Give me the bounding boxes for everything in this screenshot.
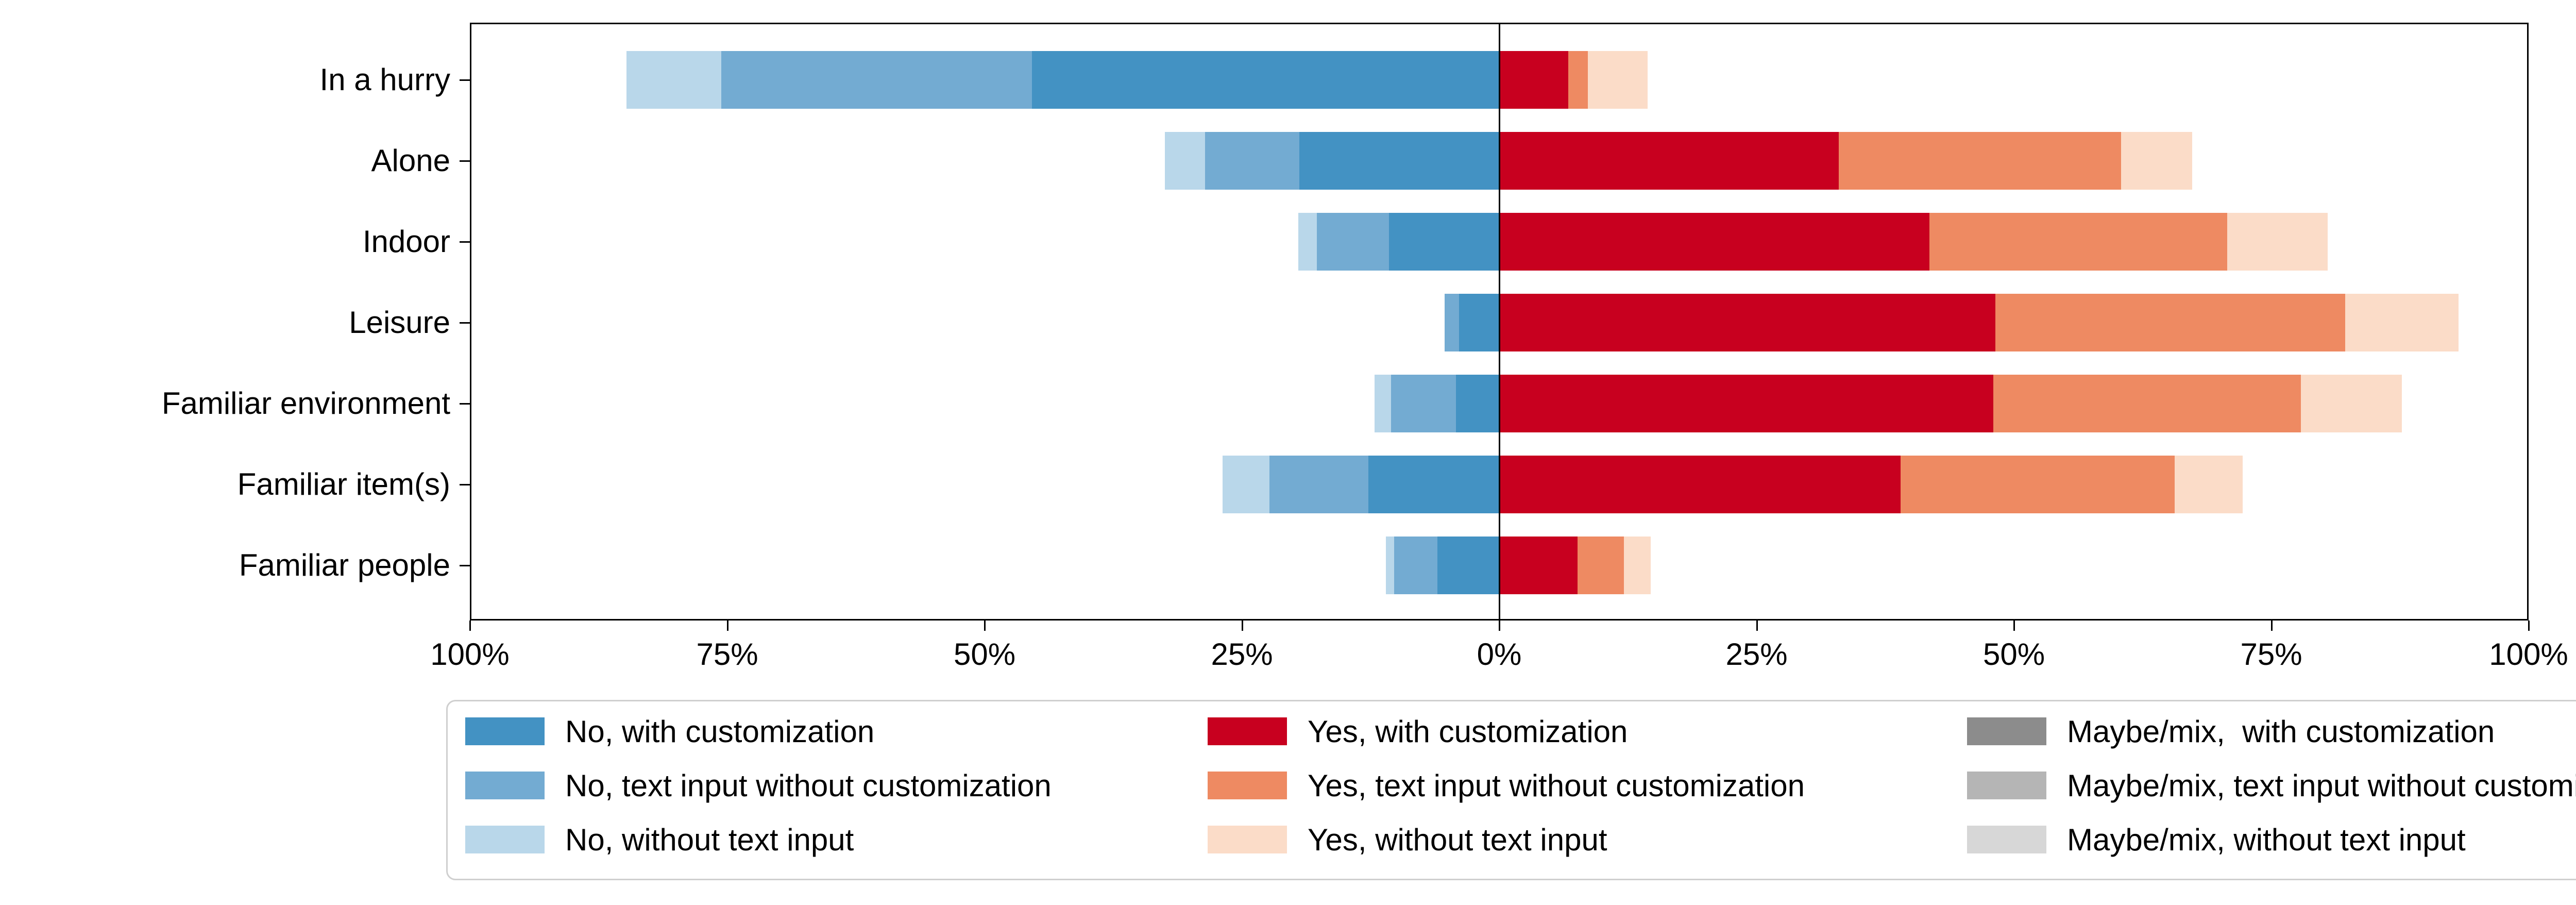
legend-label: Yes, with customization — [1308, 714, 1628, 749]
x-tick — [469, 621, 471, 631]
category-label: In a hurry — [319, 62, 450, 97]
bar-segment-no — [626, 51, 721, 109]
bar-segment-no — [1459, 294, 1499, 351]
bar-segment-yes — [1587, 51, 1648, 109]
y-tick — [460, 565, 470, 566]
x-tick — [1756, 621, 1758, 631]
x-tick-label: 75% — [696, 637, 758, 672]
legend-label: Yes, without text input — [1308, 823, 1607, 857]
bar-segment-no — [1299, 132, 1499, 190]
bar-segment-yes — [1839, 132, 2121, 190]
category-label: Familiar people — [239, 548, 450, 582]
bar-segment-no — [1375, 375, 1392, 432]
bar-segment-yes — [1499, 537, 1578, 594]
x-tick — [984, 621, 986, 631]
bar-segment-yes — [1623, 537, 1651, 594]
x-tick-label: 25% — [1211, 637, 1273, 672]
category-label: Indoor — [362, 224, 450, 259]
y-tick — [460, 241, 470, 243]
bar-segment-yes — [1995, 294, 2346, 351]
bar-segment-no — [1298, 213, 1317, 271]
category-label: Familiar environment — [161, 386, 450, 421]
legend-label: No, without text input — [565, 823, 854, 857]
legend-swatch — [1967, 826, 2046, 853]
bar-segment-yes — [2227, 213, 2328, 271]
bar-segment-yes — [2174, 456, 2243, 513]
legend-swatch — [1208, 826, 1287, 853]
bar-segment-no — [721, 51, 1032, 109]
y-tick — [460, 322, 470, 324]
bar-segment-yes — [1499, 51, 1568, 109]
zero-baseline — [1499, 23, 1500, 621]
bar-segment-no — [1031, 51, 1499, 109]
x-tick-label: 50% — [953, 637, 1016, 672]
bar-segment-no — [1456, 375, 1499, 432]
y-tick — [460, 484, 470, 485]
category-label: Familiar item(s) — [237, 467, 450, 501]
bar-segment-no — [1445, 294, 1460, 351]
bar-segment-yes — [1568, 51, 1588, 109]
category-label: Alone — [371, 143, 450, 178]
bar-segment-yes — [1901, 456, 2175, 513]
bar-segment-yes — [1499, 294, 1996, 351]
y-tick — [460, 79, 470, 81]
bar-segment-yes — [1499, 213, 1930, 271]
x-tick-label: 75% — [2240, 637, 2302, 672]
legend-swatch — [465, 717, 545, 745]
bar-segment-yes — [1499, 375, 1994, 432]
y-tick — [460, 160, 470, 162]
legend — [446, 700, 2576, 880]
x-tick-label: 25% — [1725, 637, 1788, 672]
legend-swatch — [1967, 772, 2046, 799]
bar-segment-no — [1394, 537, 1438, 594]
x-tick — [2270, 621, 2273, 631]
legend-label: Yes, text input without customization — [1308, 768, 1805, 803]
bar-segment-yes — [1577, 537, 1624, 594]
x-tick — [1241, 621, 1243, 631]
bar-segment-no — [1164, 132, 1205, 190]
legend-label: Maybe/mix, with customization — [2067, 714, 2495, 749]
x-tick — [2013, 621, 2015, 631]
legend-swatch — [1208, 772, 1287, 799]
legend-label: No, with customization — [565, 714, 875, 749]
x-tick-label: 50% — [1982, 637, 2045, 672]
legend-label: Maybe/mix, text input without customizat… — [2067, 768, 2576, 803]
bar-segment-yes — [1929, 213, 2227, 271]
bar-segment-yes — [2121, 132, 2192, 190]
bar-segment-yes — [1499, 456, 1901, 513]
bar-segment-no — [1368, 456, 1499, 513]
bar-segment-no — [1437, 537, 1499, 594]
x-tick — [726, 621, 728, 631]
bar-segment-no — [1205, 132, 1300, 190]
legend-label: No, text input without customization — [565, 768, 1052, 803]
legend-swatch — [465, 772, 545, 799]
bar-segment-yes — [1993, 375, 2301, 432]
x-tick-label: 100% — [430, 637, 510, 672]
x-tick-label: 0% — [1477, 637, 1522, 672]
category-label: Leisure — [349, 305, 450, 340]
x-tick-label: 100% — [2489, 637, 2568, 672]
bar-segment-no — [1222, 456, 1270, 513]
bar-segment-no — [1386, 537, 1395, 594]
legend-swatch — [1208, 717, 1287, 745]
x-tick — [1499, 621, 1500, 631]
bar-segment-no — [1389, 213, 1499, 271]
legend-swatch — [1967, 717, 2046, 745]
bar-segment-no — [1269, 456, 1369, 513]
legend-label: Maybe/mix, without text input — [2067, 823, 2466, 857]
bar-segment-no — [1391, 375, 1456, 432]
bar-segment-no — [1317, 213, 1389, 271]
y-tick — [460, 403, 470, 405]
bar-segment-yes — [2345, 294, 2459, 351]
bar-segment-yes — [2301, 375, 2402, 432]
bar-segment-yes — [1499, 132, 1839, 190]
x-tick — [2528, 621, 2530, 631]
legend-swatch — [465, 826, 545, 853]
